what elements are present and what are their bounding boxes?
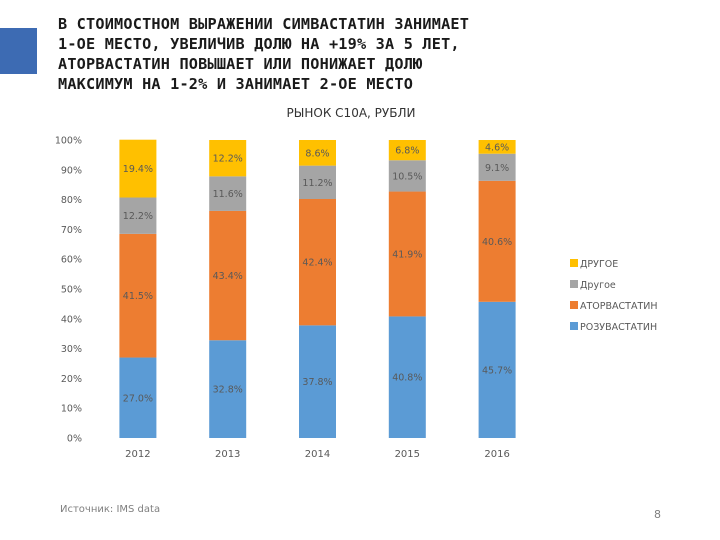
y-tick-label: 100% (55, 136, 82, 147)
data-label: 11.2% (302, 178, 332, 189)
x-tick-label: 2014 (305, 449, 330, 460)
data-label: 11.6% (213, 189, 243, 200)
data-label: 41.9% (392, 249, 422, 260)
legend-label: Другое (580, 280, 616, 291)
data-label: 37.8% (302, 377, 332, 388)
bar-segment (119, 233, 157, 358)
data-label: 43.4% (213, 271, 243, 282)
bar-segment (388, 316, 426, 438)
y-tick-label: 20% (61, 374, 82, 385)
x-tick-label: 2016 (484, 449, 509, 460)
bar-segment (478, 301, 516, 438)
bar-segment (478, 180, 516, 302)
data-label: 12.2% (213, 154, 243, 165)
page-number: 8 (654, 508, 661, 521)
data-label: 8.6% (305, 148, 329, 159)
data-label: 12.2% (123, 211, 153, 222)
data-label: 4.6% (485, 142, 509, 153)
bar-segment (119, 197, 157, 234)
data-label: 10.5% (392, 171, 422, 182)
data-label: 45.7% (482, 365, 512, 376)
legend-swatch (570, 259, 578, 267)
y-tick-label: 80% (61, 195, 82, 206)
bar-segment (299, 325, 336, 438)
bar-segment (388, 160, 426, 192)
headline-line: В СТОИМОСТНОМ ВЫРАЖЕНИИ СИМВАСТАТИН ЗАНИ… (58, 15, 470, 33)
legend-swatch (570, 301, 578, 309)
bar-segment (299, 199, 336, 326)
y-tick-label: 40% (61, 314, 82, 325)
bar-segment (478, 153, 516, 181)
data-label: 41.5% (123, 291, 153, 302)
headline-line: 1-ОЕ МЕСТО, УВЕЛИЧИВ ДОЛЮ НА +19% ЗА 5 Л… (58, 35, 460, 53)
source-note: Источник: IMS data (60, 504, 161, 515)
y-tick-label: 60% (61, 255, 82, 266)
y-tick-label: 90% (61, 165, 82, 176)
legend-swatch (570, 280, 578, 288)
y-tick-label: 50% (61, 285, 82, 296)
accent-bar (0, 28, 37, 74)
legend-label: РОЗУВАСТАТИН (580, 322, 657, 333)
legend-label: АТОРВАСТАТИН (580, 301, 658, 312)
y-tick-label: 30% (61, 344, 82, 355)
x-tick-label: 2015 (395, 449, 420, 460)
data-label: 40.6% (482, 237, 512, 248)
y-tick-label: 70% (61, 225, 82, 236)
chart-title: РЫНОК С10А, РУБЛИ (286, 106, 416, 120)
bar-segment (388, 140, 426, 161)
bar-segment (209, 210, 247, 341)
data-label: 32.8% (213, 385, 243, 396)
x-tick-label: 2013 (215, 449, 240, 460)
slide-headline: В СТОИМОСТНОМ ВЫРАЖЕНИИ СИМВАСТАТИН ЗАНИ… (58, 14, 698, 94)
legend-label: ДРУГОЕ (580, 259, 618, 270)
bar-segment (209, 340, 247, 438)
bar-segment (388, 191, 426, 317)
data-label: 19.4% (123, 164, 153, 175)
y-tick-label: 10% (61, 404, 82, 415)
bar-segment (209, 140, 247, 177)
bar-segment (299, 140, 336, 166)
bar-segment (209, 176, 247, 211)
bar-segment (119, 139, 157, 198)
bar-segment (478, 140, 516, 154)
x-tick-label: 2012 (125, 449, 150, 460)
data-label: 9.1% (485, 163, 509, 174)
data-label: 40.8% (392, 373, 422, 384)
stacked-bar-chart: 0% 10% 20% 30% 40% 50% 60% 70% 80% 90% 100% 2012 201… (55, 136, 658, 461)
y-tick-label: 0% (67, 434, 82, 445)
data-label: 42.4% (302, 258, 332, 269)
bar-segment (299, 165, 336, 200)
headline-line: МАКСИМУМ НА 1-2% И ЗАНИМАЕТ 2-ОЕ МЕСТО (58, 75, 414, 93)
legend-swatch (570, 322, 578, 330)
headline-line: АТОРВАСТАТИН ПОВЫШАЕТ ИЛИ ПОНИЖАЕТ ДОЛЮ (58, 55, 423, 73)
bar-segment (119, 357, 157, 438)
data-label: 6.8% (395, 146, 419, 157)
data-label: 27.0% (123, 393, 153, 404)
